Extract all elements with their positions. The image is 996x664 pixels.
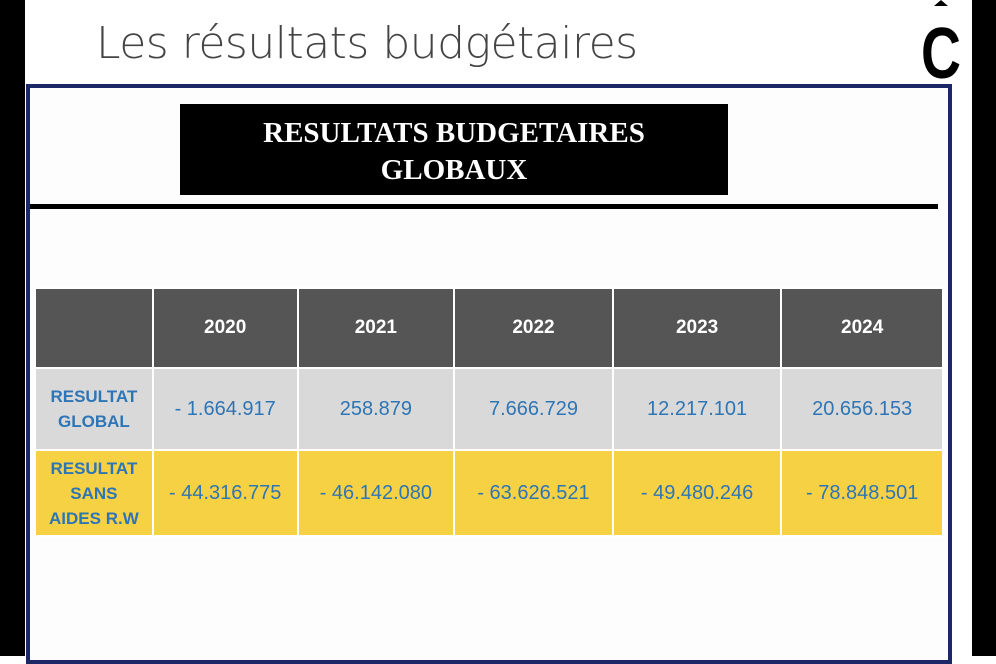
- banner-title: RESULTATS BUDGETAIRES GLOBAUX: [180, 104, 728, 195]
- value-cell: - 1.664.917: [151, 367, 299, 451]
- header-cell: 2024: [780, 287, 944, 369]
- value-cell: - 44.316.775: [151, 449, 299, 537]
- label-line: RESULTAT: [50, 458, 138, 478]
- value-cell: - 78.848.501: [780, 449, 944, 537]
- header-cell: 2021: [296, 287, 456, 369]
- header-cell: 2022: [453, 287, 614, 369]
- label-line: SANS: [70, 483, 118, 503]
- slide-title: Les résultats budgétaires: [96, 18, 638, 69]
- label-line: AIDES R.W: [49, 508, 139, 528]
- value-cell: 20.656.153: [780, 367, 944, 451]
- header-cell: 2023: [611, 287, 783, 369]
- banner-line-1: RESULTATS BUDGETAIRES: [263, 117, 645, 149]
- value-cell: - 46.142.080: [296, 449, 456, 537]
- value-cell: - 49.480.246: [611, 449, 783, 537]
- left-black-bar: [0, 0, 25, 656]
- value-cell: - 63.626.521: [453, 449, 614, 537]
- banner-line-2: GLOBAUX: [380, 154, 528, 186]
- header-cell: 2020: [151, 287, 299, 369]
- label-line: RESULTAT: [50, 387, 138, 406]
- table-row: RESULTAT GLOBAL - 1.664.917 258.879 7.666…: [34, 367, 944, 451]
- svg-text:C: C: [921, 14, 961, 84]
- value-cell: 258.879: [296, 367, 456, 451]
- divider: [30, 204, 938, 209]
- logo-icon: C: [921, 0, 961, 84]
- value-cell: 7.666.729: [453, 367, 614, 451]
- right-black-bar: [972, 0, 996, 656]
- row-label: RESULTAT GLOBAL: [34, 367, 154, 451]
- row-label: RESULTAT SANS AIDES R.W: [34, 449, 154, 537]
- value-cell: 12.217.101: [611, 367, 783, 451]
- table-row: RESULTAT SANS AIDES R.W - 44.316.775 - 46.…: [34, 449, 944, 537]
- header-cell: [34, 287, 154, 369]
- header-row: 2020 2021 2022 2023 2024: [34, 287, 944, 369]
- results-table: 2020 2021 2022 2023 2024 RESULTAT GLOBAL …: [34, 287, 944, 537]
- label-line: GLOBAL: [58, 412, 130, 431]
